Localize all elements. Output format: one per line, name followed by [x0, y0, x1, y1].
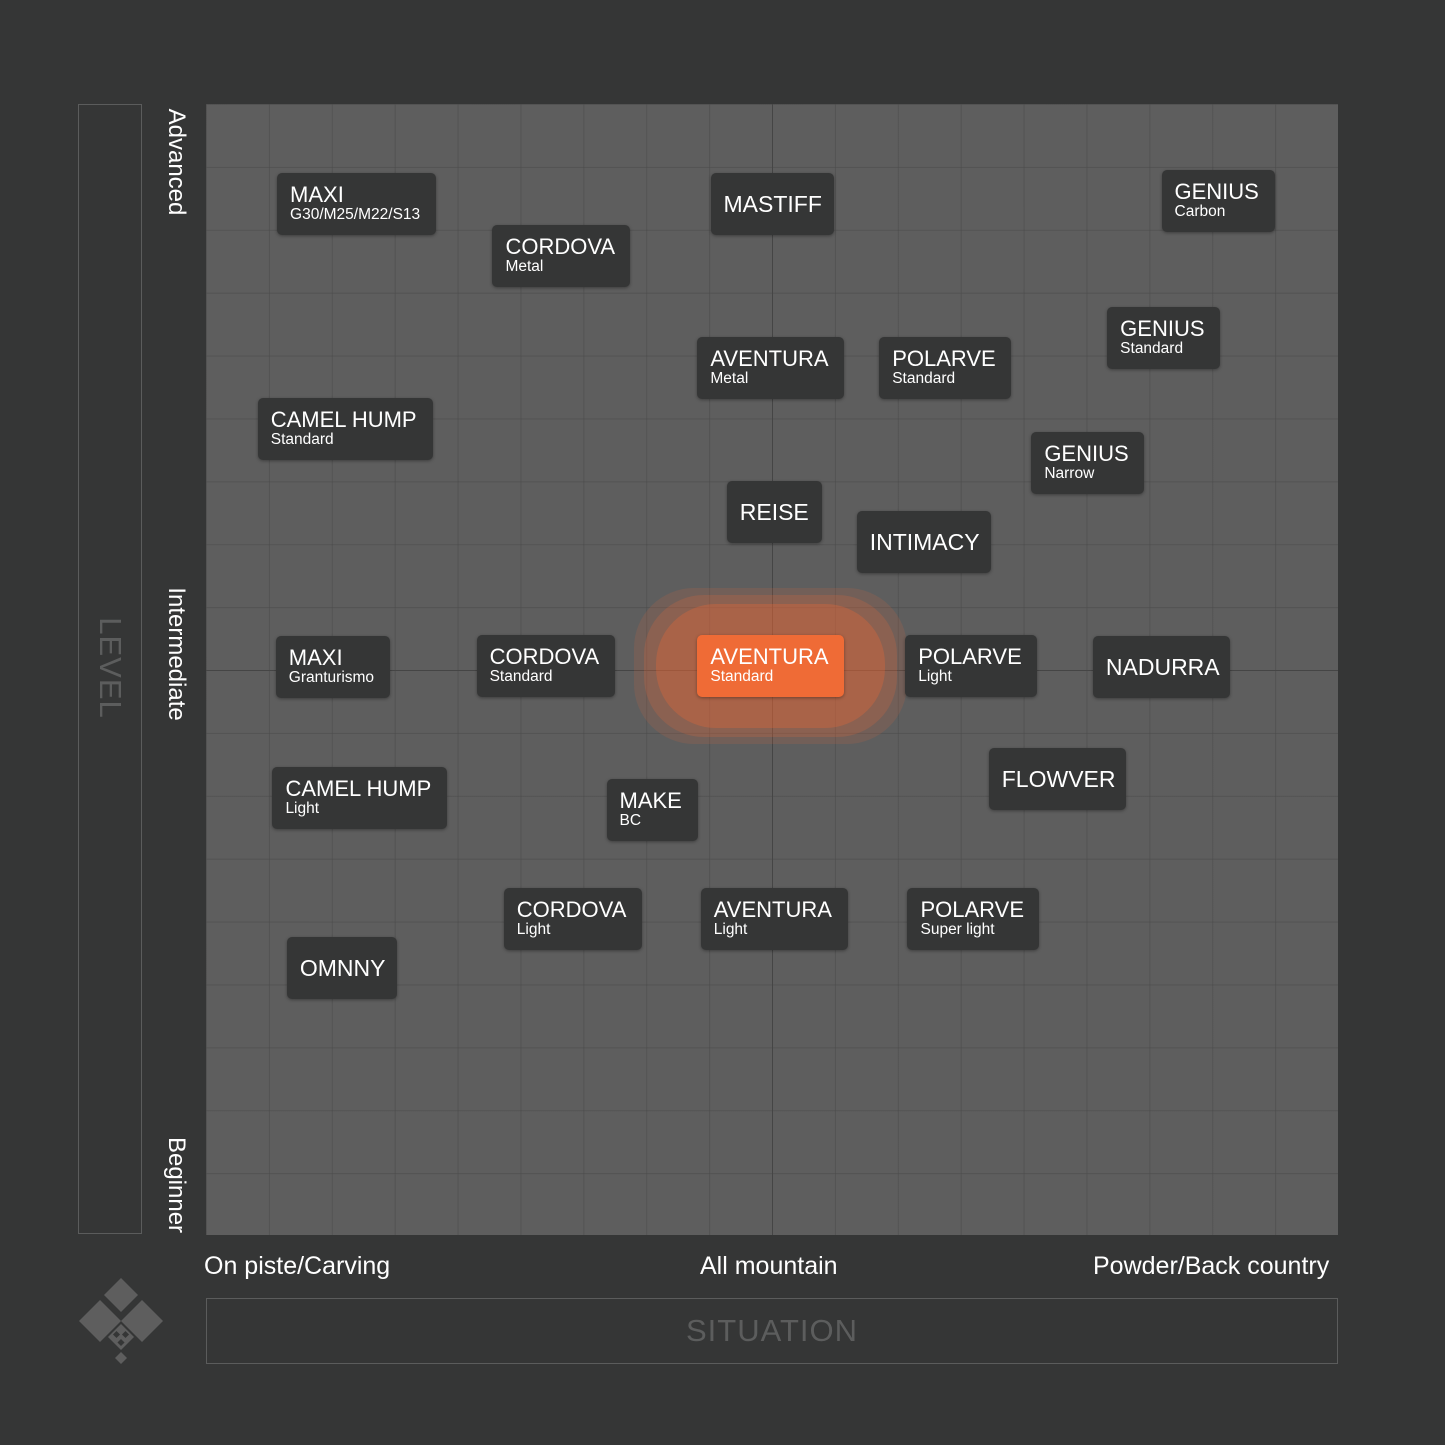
situation-axis-frame: SITUATION	[206, 1298, 1338, 1364]
point-name: FLOWVER	[1001, 766, 1116, 793]
point-name: POLARVE	[892, 345, 996, 371]
point-variant: Standard	[489, 668, 553, 686]
y-tick-beginner: Beginner	[163, 1136, 190, 1234]
point-variant: Narrow	[1044, 464, 1095, 482]
point-name: MAXI	[288, 645, 343, 671]
point-name: MAKE	[619, 787, 682, 813]
point-variant: BC	[619, 811, 642, 829]
point-label-genius-standard: GENIUS Standard	[1107, 307, 1221, 370]
point-name: CORDOVA	[505, 233, 616, 259]
point-variant: Standard	[1120, 340, 1184, 358]
x-tick-all-mountain: All mountain	[700, 1252, 838, 1280]
point-name: MAXI	[290, 181, 344, 207]
point-label-camel-hump-light: CAMEL HUMP Light	[272, 767, 448, 830]
point-label-mastiff: MASTIFF	[710, 172, 834, 235]
point-label-aventura-standard: AVENTURA Standard	[697, 635, 845, 698]
point-label-genius-carbon: GENIUS Carbon	[1161, 170, 1275, 233]
point-name: MASTIFF	[723, 190, 822, 217]
point-label-make-bc: MAKE BC	[606, 778, 698, 841]
point-name: CAMEL HUMP	[270, 406, 417, 432]
point-name: GENIUS	[1174, 179, 1259, 205]
point-variant: Light	[713, 921, 748, 939]
point-variant: Super light	[920, 921, 995, 939]
point-label-polarve-super-light: POLARVE Super light	[907, 888, 1040, 951]
point-label-maxi-granturismo: MAXI Granturismo	[275, 636, 390, 699]
x-tick-on-piste: On piste/Carving	[204, 1252, 391, 1280]
point-name: AVENTURA	[710, 644, 829, 670]
point-variant: G30/M25/M22/S13	[290, 205, 421, 223]
point-label-omnny: OMNNY	[286, 937, 397, 1000]
point-name: REISE	[739, 499, 809, 526]
point-variant: Metal	[710, 369, 749, 387]
point-label-nadurra: NADURRA	[1092, 636, 1230, 699]
point-label-cordova-light: CORDOVA Light	[503, 888, 642, 951]
point-label-camel-hump-standard: CAMEL HUMP Standard	[257, 397, 433, 460]
point-name: GENIUS	[1120, 316, 1205, 342]
point-name: OMNNY	[299, 955, 386, 982]
point-label-polarve-light: POLARVE Light	[905, 635, 1038, 698]
point-label-aventura-metal: AVENTURA Metal	[697, 336, 845, 399]
point-variant: Light	[918, 668, 952, 686]
brand-logo-icon	[79, 1278, 163, 1364]
point-label-cordova-standard: CORDOVA Standard	[476, 635, 615, 698]
level-axis-frame	[78, 104, 142, 1234]
point-variant: Light	[285, 800, 320, 818]
point-name: CAMEL HUMP	[285, 776, 432, 802]
point-variant: Standard	[710, 668, 774, 686]
point-name: GENIUS	[1044, 440, 1129, 466]
point-variant: Standard	[270, 430, 334, 448]
point-name: NADURRA	[1105, 654, 1220, 681]
point-label-polarve-standard: POLARVE Standard	[879, 336, 1012, 399]
point-label-flowver: FLOWVER	[988, 748, 1126, 811]
point-label-cordova-metal: CORDOVA Metal	[492, 224, 631, 287]
plot-area: MAXI G30/M25/M22/S13 CORDOVA Metal MASTIFF GE…	[206, 104, 1338, 1235]
y-tick-advanced: Advanced	[163, 108, 190, 216]
point-name: AVENTURA	[710, 345, 829, 371]
point-label-reise: REISE	[726, 481, 822, 544]
y-axis-title: LEVEL	[93, 617, 128, 719]
point-variant: Standard	[892, 369, 956, 387]
point-name: INTIMACY	[869, 528, 980, 555]
point-name: POLARVE	[918, 644, 1022, 670]
point-name: CORDOVA	[516, 897, 627, 923]
point-variant: Carbon	[1174, 203, 1226, 221]
point-variant: Granturismo	[288, 669, 375, 687]
point-label-intimacy: INTIMACY	[856, 510, 991, 573]
x-tick-powder: Powder/Back country	[1093, 1252, 1330, 1280]
point-variant: Light	[516, 921, 551, 939]
point-variant: Metal	[505, 257, 544, 275]
point-name: CORDOVA	[489, 644, 600, 670]
point-label-genius-narrow: GENIUS Narrow	[1031, 431, 1145, 494]
point-name: AVENTURA	[713, 897, 832, 923]
point-label-maxi-g30-m25-m22-s13: MAXI G30/M25/M22/S13	[277, 172, 437, 235]
y-tick-intermediate: Intermediate	[163, 587, 190, 721]
x-axis-title: SITUATION	[685, 1313, 859, 1348]
point-name: POLARVE	[920, 897, 1025, 923]
point-label-aventura-light: AVENTURA Light	[700, 888, 848, 951]
